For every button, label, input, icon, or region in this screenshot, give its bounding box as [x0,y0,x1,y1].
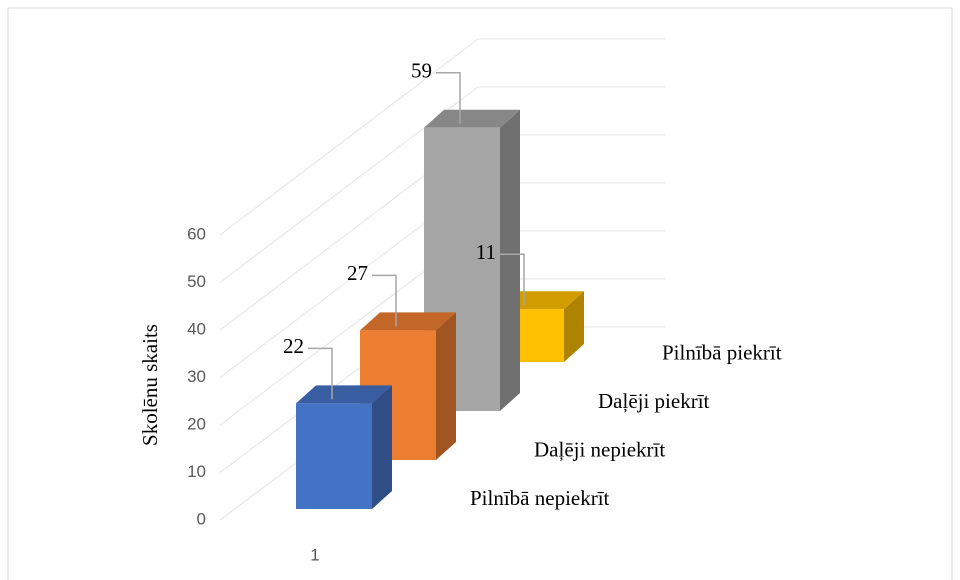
y-tick-label: 20 [187,414,206,433]
series-axis-label: Daļēji nepiekrīt [534,437,665,461]
y-tick-label: 60 [187,224,206,243]
bar-side [372,385,392,509]
data-label-leader [372,274,397,327]
grid-line [219,38,665,236]
data-label: 11 [476,240,496,264]
grid-line [219,86,665,283]
bar-top [424,109,520,128]
bar-side [436,312,456,460]
bar [296,403,372,509]
y-tick-label: 10 [187,462,206,481]
data-label-leader [436,72,461,124]
y-tick-label: 0 [197,509,206,528]
bar-side [564,291,584,362]
x-tick-label: 1 [310,545,319,564]
data-label-leader [308,347,333,400]
data-label: 27 [347,261,368,285]
series-axis-label: Pilnībā nepiekrīt [470,486,610,510]
bar-top [360,312,456,331]
data-label-leader [500,253,525,306]
y-tick-label: 50 [187,272,206,291]
bar-side [500,109,520,412]
bar-top [296,385,392,404]
y-tick-label: 30 [187,367,206,386]
y-axis-title: Skolēnu skaits [138,324,162,446]
series-axis-label: Daļēji piekrīt [598,389,710,413]
y-tick-label: 40 [187,319,206,338]
data-label: 59 [411,59,432,83]
series-axis-label: Pilnībā piekrīt [662,340,782,364]
data-label: 22 [283,334,304,358]
